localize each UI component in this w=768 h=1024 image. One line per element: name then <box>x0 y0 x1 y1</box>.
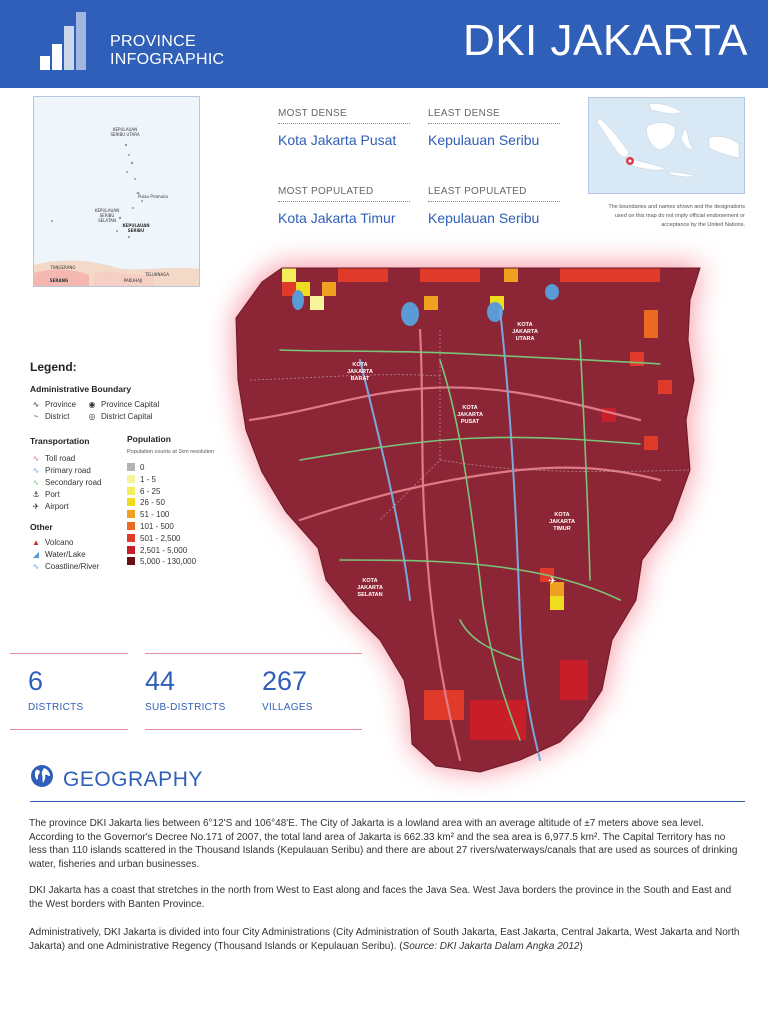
legend-item: ◎ District Capital <box>86 412 153 421</box>
inset-label: KEPULAUAN SERIBU UTARA <box>110 127 140 137</box>
section-title: GEOGRAPHY <box>63 768 203 791</box>
province-boundary-icon: ∿ <box>32 400 40 409</box>
legend-item: ∿ Primary road <box>30 466 91 475</box>
map-label-central: KOTA JAKARTA PUSAT <box>457 405 483 425</box>
legend-heading: Population <box>127 434 171 444</box>
counter-label: DISTRICTS <box>28 702 84 713</box>
water-lake-icon: ◢ <box>32 550 40 559</box>
inset-label: KEPULAUAN SERIBU SELATAN <box>94 208 120 223</box>
stat-value: Kepulauan Seribu <box>428 132 540 148</box>
map-label-north: KOTA JAKARTA UTARA <box>512 322 538 342</box>
legend-heading: Transportation <box>30 436 90 446</box>
inset-label: TELUKNAGA <box>144 272 170 277</box>
map-disclaimer: The boundaries and names shown and the d… <box>608 204 745 228</box>
population-class: 501 - 2,500 <box>127 533 180 543</box>
stat-label: MOST DENSE <box>278 108 410 124</box>
volcano-icon: ▲ <box>32 538 40 547</box>
population-class: 5,000 - 130,000 <box>127 557 196 566</box>
legend-item: ◉ Province Capital <box>86 400 160 409</box>
map-label-west: KOTA JAKARTA BARAT <box>347 362 373 382</box>
secondary-road-icon: ∿ <box>32 478 40 487</box>
population-class: 1 - 5 <box>127 474 156 484</box>
population-class: 26 - 50 <box>127 498 165 507</box>
airport-icon: ✈ <box>32 502 40 511</box>
legend-heading: Other <box>30 522 53 532</box>
population-swatch <box>127 545 135 554</box>
counter-value: 44 <box>145 666 176 696</box>
population-swatch <box>127 463 135 471</box>
population-swatch <box>127 522 135 530</box>
legend-item: ◢ Water/Lake <box>30 550 86 559</box>
district-boundary-icon: ~ <box>33 412 39 421</box>
geography-paragraph: DKI Jakarta has a coast that stretches i… <box>29 885 732 910</box>
population-class: 101 - 500 <box>127 522 174 531</box>
water-lake <box>292 284 559 326</box>
legend-heading: Administrative Boundary <box>30 384 132 394</box>
population-swatch <box>127 533 135 542</box>
primary-road-icon: ∿ <box>32 466 40 475</box>
legend-item: ~ District <box>30 412 70 421</box>
airport-icon: ✈ <box>548 576 556 587</box>
geography-paragraph: Administratively, DKI Jakarta is divided… <box>29 927 740 952</box>
map-label-east: KOTA JAKARTA TIMUR <box>549 512 575 532</box>
geography-section-header: GEOGRAPHY <box>30 762 745 802</box>
counter-sub-districts: 44 SUB-DISTRICTS <box>145 653 263 730</box>
stat-least-populated: LEAST POPULATED Kepulauan Seribu <box>428 186 560 226</box>
stat-value: Kepulauan Seribu <box>428 210 540 226</box>
stat-label: MOST POPULATED <box>278 186 410 202</box>
counter-villages: 267 VILLAGES <box>262 653 362 730</box>
population-swatch <box>127 557 135 566</box>
port-icon: ⚓ <box>32 490 40 499</box>
geography-paragraph: The province DKI Jakarta lies between 6°… <box>29 818 738 870</box>
coastline-river-icon: ∿ <box>32 562 40 571</box>
legend-item: ▲ Volcano <box>30 538 73 547</box>
province-capital-icon: ◉ <box>88 400 96 409</box>
legend-title: Legend: <box>30 360 77 374</box>
counter-label: VILLAGES <box>262 702 313 713</box>
bar-chart-logo-icon <box>40 12 98 70</box>
indonesia-locator-map <box>588 97 745 194</box>
stat-label: LEAST DENSE <box>428 108 560 124</box>
stat-most-dense: MOST DENSE Kota Jakarta Pusat <box>278 108 410 148</box>
legend-item: ∿ Secondary road <box>30 478 102 487</box>
toll-road-icon: ∿ <box>32 454 40 463</box>
inset-label: KEPULAUAN SERIBU <box>122 223 150 233</box>
legend-item: ∿ Coastline/River <box>30 562 100 571</box>
stat-least-dense: LEAST DENSE Kepulauan Seribu <box>428 108 560 148</box>
header-subtitle: PROVINCE INFOGRAPHIC <box>110 33 225 68</box>
district-capital-icon: ◎ <box>88 412 96 421</box>
stat-label: LEAST POPULATED <box>428 186 560 202</box>
counter-value: 267 <box>262 666 308 696</box>
population-class: 2,501 - 5,000 <box>127 545 187 555</box>
header-bar: PROVINCE INFOGRAPHIC DKI JAKARTA <box>0 0 768 88</box>
stat-most-populated: MOST POPULATED Kota Jakarta Timur <box>278 186 410 226</box>
population-class: 0 <box>127 463 144 472</box>
population-swatch <box>127 498 135 507</box>
legend-item: ⚓ Port <box>30 490 59 499</box>
counter-districts: 6 DISTRICTS <box>10 653 128 730</box>
kepulauan-seribu-inset-map: KEPULAUAN SERIBU UTARA Pulau Pramuka KEP… <box>33 96 200 287</box>
population-swatch <box>127 474 135 483</box>
counter-label: SUB-DISTRICTS <box>145 702 226 713</box>
legend-note: Population counts at 1km resolution <box>127 449 215 455</box>
legend-item: ∿ Toll road <box>30 454 76 463</box>
population-class: 6 - 25 <box>127 486 160 496</box>
counter-value: 6 <box>28 666 44 696</box>
page-title: DKI JAKARTA <box>462 16 748 65</box>
legend-item: ∿ Province <box>30 400 76 409</box>
inset-label: Pulau Pramuka <box>138 194 168 199</box>
map-label-south: KOTA JAKARTA SELATAN <box>357 578 383 598</box>
population-swatch <box>127 486 135 495</box>
legend-item: ✈ Airport <box>30 502 69 511</box>
globe-icon <box>31 765 53 787</box>
population-class: 51 - 100 <box>127 510 169 519</box>
population-swatch <box>127 510 135 519</box>
stat-value: Kota Jakarta Pusat <box>278 132 397 148</box>
inset-label: TANGERANG <box>50 265 76 270</box>
inset-label: SERANG <box>49 278 69 283</box>
inset-label: PAKUHAJI <box>123 278 143 283</box>
stat-value: Kota Jakarta Timur <box>278 210 396 226</box>
